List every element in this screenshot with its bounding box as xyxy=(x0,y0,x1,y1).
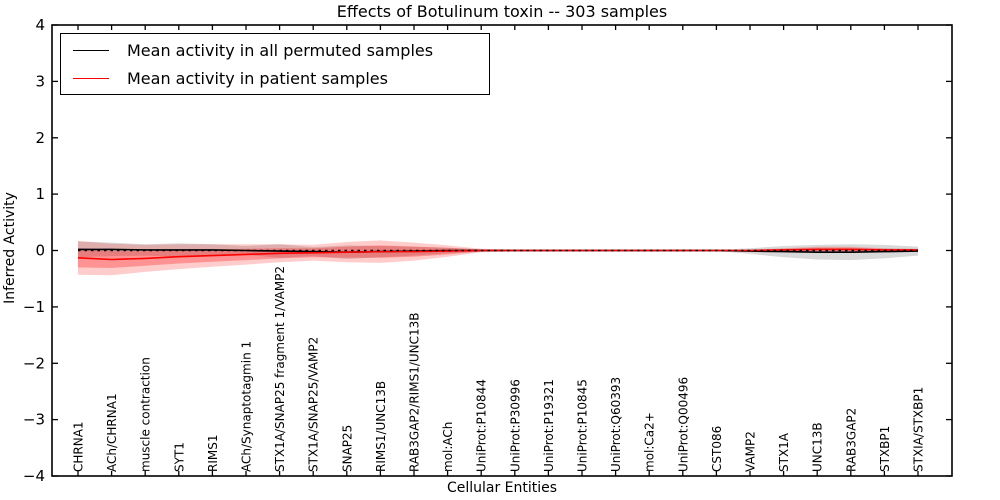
legend-label-patient: Mean activity in patient samples xyxy=(127,68,388,88)
x-tick-label: mol:ACh xyxy=(441,422,455,472)
x-tick-label: UniProt:P10845 xyxy=(576,379,590,472)
x-tick-label: mol:Ca2+ xyxy=(643,412,657,472)
x-tick-label: STX1A/SNAP25/VAMP2 xyxy=(307,337,321,472)
x-tick-label: muscle contraction xyxy=(139,357,153,472)
x-tick-label: RAB3GAP2/RIMS1/UNC13B xyxy=(408,312,422,472)
y-tick-label: 0 xyxy=(35,242,45,260)
y-axis-title: Inferred Activity xyxy=(2,192,18,304)
permuted-line-swatch xyxy=(73,49,109,51)
x-tick-label: STX1A xyxy=(777,432,791,472)
legend: Mean activity in all permuted samples Me… xyxy=(60,33,490,95)
y-tick-label: 3 xyxy=(35,72,45,90)
legend-item-permuted: Mean activity in all permuted samples xyxy=(61,41,489,60)
y-tick-label: 2 xyxy=(35,129,45,147)
x-tick-label: ACh/Synaptotagmin 1 xyxy=(240,341,254,472)
x-tick-label: VAMP2 xyxy=(744,431,758,472)
x-tick-label: RAB3GAP2 xyxy=(844,408,858,472)
x-tick-label: SYT1 xyxy=(172,442,186,472)
patient-std-band-outer xyxy=(78,240,918,276)
x-axis-title: Cellular Entities xyxy=(446,480,558,496)
x-tick-label: RIMS1 xyxy=(206,435,220,472)
x-tick-label: UniProt:Q00496 xyxy=(676,377,690,472)
x-tick-label: UNC13B xyxy=(811,422,825,472)
y-tick-label: −1 xyxy=(23,298,45,316)
x-tick-label: STX1A/SNAP25 fragment 1/VAMP2 xyxy=(273,266,287,472)
legend-label-permuted: Mean activity in all permuted samples xyxy=(127,40,434,60)
y-tick-label: 1 xyxy=(35,185,45,203)
x-tick-label: ACh/CHRNA1 xyxy=(105,393,119,472)
x-tick-label: UniProt:P19321 xyxy=(542,379,556,472)
x-tick-label: STXBP1 xyxy=(878,426,892,472)
x-tick-label: RIMS1/UNC13B xyxy=(374,381,388,472)
x-tick-label: CHRNA1 xyxy=(72,421,86,472)
x-tick-label: SNAP25 xyxy=(340,425,354,472)
x-tick-label: UniProt:P10844 xyxy=(475,379,489,472)
patient-line-swatch xyxy=(73,77,109,79)
x-tick-label: CST086 xyxy=(710,426,724,472)
y-tick-label: −3 xyxy=(23,411,45,429)
y-tick-label: 4 xyxy=(35,16,45,34)
chart-title: Effects of Botulinum toxin -- 303 sample… xyxy=(336,2,668,21)
legend-item-patient: Mean activity in patient samples xyxy=(61,69,489,88)
y-tick-label: −4 xyxy=(23,467,45,485)
x-tick-label: STXIA/STXBP1 xyxy=(912,387,926,472)
x-tick-label: UniProt:Q60393 xyxy=(609,377,623,472)
y-tick-label: −2 xyxy=(23,354,45,372)
x-tick-label: UniProt:P30996 xyxy=(508,379,522,472)
patient-mean-line xyxy=(77,248,918,261)
